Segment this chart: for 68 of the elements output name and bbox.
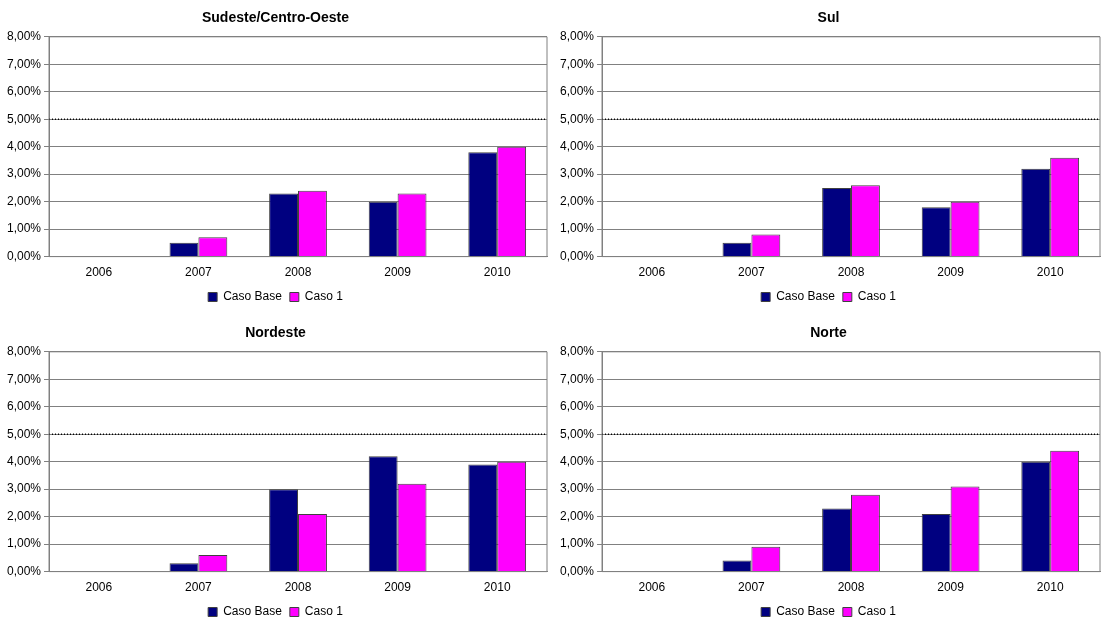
y-tick-label: 5,00% — [559, 111, 595, 126]
y-tick-label: 6,00% — [6, 399, 42, 414]
y-tick-label: 0,00% — [6, 563, 42, 578]
x-tick-label: 2009 — [384, 265, 412, 280]
x-tick-label: 2007 — [738, 580, 766, 595]
y-tick-label: 7,00% — [559, 56, 595, 71]
y-tick-label: 2,00% — [6, 508, 42, 523]
x-tick-label: 2006 — [85, 265, 113, 280]
y-tick-label: 8,00% — [6, 29, 42, 44]
legend-label: Caso Base — [776, 604, 836, 619]
y-tick-label: 0,00% — [6, 248, 42, 263]
y-tick-label: 4,00% — [6, 454, 42, 469]
y-tick-label: 8,00% — [6, 344, 42, 359]
x-tick-label: 2007 — [185, 265, 213, 280]
legend-label: Caso 1 — [304, 289, 344, 304]
x-tick-label: 2008 — [837, 580, 865, 595]
y-tick-label: 8,00% — [559, 344, 595, 359]
x-tick-label: 2008 — [837, 265, 865, 280]
x-tick-label: 2007 — [738, 265, 766, 280]
x-tick-label: 2008 — [284, 580, 312, 595]
y-tick-label: 4,00% — [559, 139, 595, 154]
x-tick-label: 2006 — [85, 580, 113, 595]
y-tick-label: 5,00% — [6, 426, 42, 441]
chart-title: Norte — [810, 324, 847, 341]
y-tick-label: 0,00% — [559, 563, 595, 578]
x-tick-label: 2010 — [483, 580, 511, 595]
y-tick-label: 7,00% — [6, 56, 42, 71]
x-tick-label: 2006 — [638, 580, 666, 595]
y-tick-label: 3,00% — [559, 166, 595, 181]
legend-label: Caso 1 — [857, 604, 897, 619]
y-tick-label: 5,00% — [6, 111, 42, 126]
chart-title: Sudeste/Centro-Oeste — [201, 9, 350, 26]
legend-label: Caso 1 — [304, 604, 344, 619]
y-tick-label: 1,00% — [559, 221, 595, 236]
y-tick-label: 1,00% — [6, 536, 42, 551]
y-tick-label: 7,00% — [6, 371, 42, 386]
x-tick-label: 2007 — [185, 580, 213, 595]
y-tick-label: 2,00% — [559, 193, 595, 208]
legend-label: Caso Base — [223, 289, 283, 304]
y-tick-label: 4,00% — [559, 454, 595, 469]
legend-label: Caso 1 — [857, 289, 897, 304]
y-tick-label: 7,00% — [559, 371, 595, 386]
x-tick-label: 2006 — [638, 265, 666, 280]
y-tick-label: 6,00% — [559, 399, 595, 414]
y-tick-label: 3,00% — [6, 481, 42, 496]
y-tick-label: 8,00% — [559, 29, 595, 44]
legend-label: Caso Base — [223, 604, 283, 619]
y-tick-label: 1,00% — [6, 221, 42, 236]
x-tick-label: 2010 — [1036, 580, 1064, 595]
legend-label: Caso Base — [776, 289, 836, 304]
y-tick-label: 4,00% — [6, 139, 42, 154]
y-tick-label: 6,00% — [6, 84, 42, 99]
x-tick-label: 2009 — [384, 580, 412, 595]
y-tick-label: 3,00% — [559, 481, 595, 496]
x-tick-label: 2010 — [483, 265, 511, 280]
chart-title: Nordeste — [245, 324, 307, 341]
x-tick-label: 2009 — [937, 265, 965, 280]
y-tick-label: 2,00% — [559, 508, 595, 523]
x-tick-label: 2010 — [1036, 265, 1064, 280]
y-tick-label: 2,00% — [6, 193, 42, 208]
y-tick-label: 3,00% — [6, 166, 42, 181]
y-tick-label: 1,00% — [559, 536, 595, 551]
x-tick-label: 2009 — [937, 580, 965, 595]
y-tick-label: 6,00% — [559, 84, 595, 99]
y-tick-label: 5,00% — [559, 426, 595, 441]
chart-title: Sul — [817, 9, 840, 26]
x-tick-label: 2008 — [284, 265, 312, 280]
y-tick-label: 0,00% — [559, 248, 595, 263]
